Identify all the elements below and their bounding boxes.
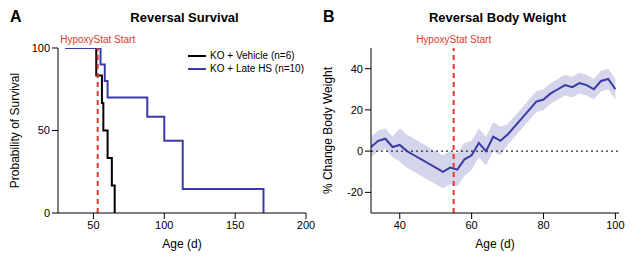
svg-text:HypoxyStat Start: HypoxyStat Start — [416, 34, 491, 45]
svg-text:50: 50 — [38, 124, 50, 136]
svg-text:50: 50 — [87, 219, 99, 231]
svg-text:200: 200 — [297, 219, 315, 231]
svg-text:Age (d): Age (d) — [162, 237, 201, 251]
svg-text:0: 0 — [44, 207, 50, 219]
svg-text:-20: -20 — [347, 186, 363, 198]
svg-text:80: 80 — [537, 219, 549, 231]
html-text:A: A — [10, 8, 22, 25]
svg-text:40: 40 — [351, 63, 363, 75]
svg-text:100: 100 — [606, 219, 624, 231]
svg-text:60: 60 — [466, 219, 478, 231]
html-text:Reversal Survival: Reversal Survival — [130, 10, 239, 25]
html-text:B: B — [323, 8, 335, 25]
svg-text:Age (d): Age (d) — [475, 237, 514, 251]
svg-text:150: 150 — [226, 219, 244, 231]
svg-text:% Change Body Weight: % Change Body Weight — [321, 66, 335, 194]
html-text:KO + Vehicle (n=6): KO + Vehicle (n=6) — [210, 50, 295, 61]
svg-text:100: 100 — [155, 219, 173, 231]
svg-text:Probability of Survival: Probability of Survival — [8, 73, 22, 188]
html-text:Reversal Body Weight: Reversal Body Weight — [429, 10, 566, 25]
svg-text:100: 100 — [32, 42, 50, 54]
svg-text:HypoxyStat Start: HypoxyStat Start — [60, 34, 135, 45]
svg-text:0: 0 — [357, 145, 363, 157]
svg-text:20: 20 — [351, 104, 363, 116]
html-text:KO + Late HS (n=10): KO + Late HS (n=10) — [210, 63, 304, 74]
svg-text:40: 40 — [394, 219, 406, 231]
